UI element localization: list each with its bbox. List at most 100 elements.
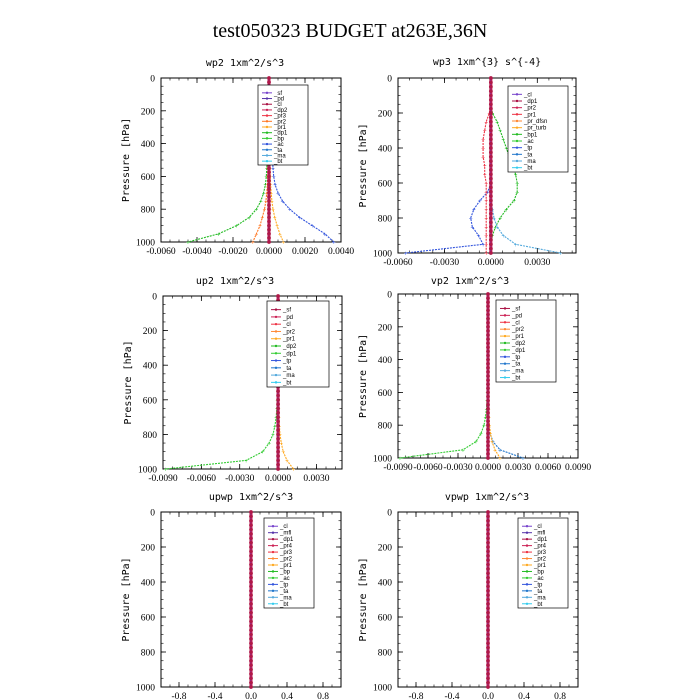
zero-profile-marker xyxy=(488,224,493,229)
x-tick-label: 0.0 xyxy=(482,692,494,700)
zero-profile-marker xyxy=(486,641,490,646)
zero-profile-marker xyxy=(267,203,271,208)
legend-marker xyxy=(265,120,269,123)
series-marker: + xyxy=(288,207,292,213)
zero-profile-marker xyxy=(249,536,253,541)
series-marker: + xyxy=(216,232,220,238)
zero-profile-marker xyxy=(486,329,490,333)
chart-panel-2: wp3 1xm^{3} s^{-4} Pressure [hPa] 0 200 400 6… xyxy=(358,57,577,268)
zero-profile-marker xyxy=(249,545,253,549)
series-marker: + xyxy=(488,431,492,437)
zero-profile-marker xyxy=(486,402,490,407)
zero-profile-marker xyxy=(488,159,493,164)
series-marker: + xyxy=(481,242,485,248)
x-tick-label: -0.4 xyxy=(444,692,459,700)
legend-entry: _cl xyxy=(282,322,291,328)
zero-profile-marker xyxy=(249,549,253,554)
x-tick-label: 0.0040 xyxy=(328,247,354,257)
zero-profile-marker xyxy=(488,154,493,159)
legend-marker xyxy=(503,327,507,331)
zero-profile-marker xyxy=(276,393,280,398)
legend-entry: _dp1 xyxy=(282,351,297,357)
zero-profile-marker xyxy=(488,242,493,247)
zero-profile-marker xyxy=(486,316,490,321)
legend-entry: _tp xyxy=(533,582,543,588)
series-marker: + xyxy=(332,240,336,246)
series-marker: + xyxy=(276,191,280,197)
zero-profile-marker xyxy=(276,423,280,428)
zero-profile-marker xyxy=(486,593,490,598)
zero-profile-marker xyxy=(486,386,490,391)
legend-entry: _sf xyxy=(273,91,282,97)
panel-title: up2 1xm^2/s^3 xyxy=(196,276,274,287)
zero-profile-marker xyxy=(267,170,271,175)
x-tick-label: -0.8 xyxy=(408,692,423,700)
zero-profile-marker xyxy=(488,146,493,150)
legend-entry: _bp1 xyxy=(523,132,538,138)
zero-profile-marker xyxy=(249,593,253,598)
legend-marker xyxy=(503,321,507,324)
zero-profile-marker xyxy=(488,207,493,212)
zero-profile-marker xyxy=(486,361,490,366)
zero-profile-marker xyxy=(488,202,493,207)
legend-entry: _cl xyxy=(523,92,532,98)
legend-marker xyxy=(265,114,269,117)
zero-profile-marker xyxy=(486,349,490,354)
series-marker: + xyxy=(476,234,480,240)
zero-profile-marker xyxy=(486,676,490,681)
zero-profile-marker xyxy=(249,566,253,571)
legend-entry: _pr1 xyxy=(511,334,525,340)
x-tick-label: 0.4 xyxy=(281,692,293,700)
zero-profile-marker xyxy=(267,215,271,220)
zero-profile-marker xyxy=(488,176,493,181)
zero-profile-marker xyxy=(488,93,493,98)
series-marker: + xyxy=(491,440,495,446)
series-marker: + xyxy=(263,183,267,189)
zero-profile-marker xyxy=(486,324,490,329)
zero-profile-marker xyxy=(249,571,253,576)
legend-marker xyxy=(503,348,507,352)
zero-profile-marker xyxy=(267,199,271,203)
legend-entry: _cl xyxy=(279,524,288,530)
zero-profile-marker xyxy=(488,216,493,220)
zero-profile-marker xyxy=(267,182,271,187)
legend-entry: _bp xyxy=(533,569,545,575)
zero-profile-marker xyxy=(486,566,490,571)
legend-entry: _dp1 xyxy=(511,348,526,354)
zero-profile-marker xyxy=(488,229,493,234)
series-marker: + xyxy=(270,199,274,205)
zero-profile-marker xyxy=(486,650,490,654)
series-marker: + xyxy=(472,207,476,213)
series-marker: + xyxy=(281,450,285,456)
zero-profile-marker xyxy=(486,378,490,382)
y-tick-label: 200 xyxy=(378,323,393,333)
zero-profile-marker xyxy=(486,584,490,589)
series-marker: + xyxy=(493,448,497,454)
legend-marker xyxy=(271,531,275,534)
zero-profile-marker xyxy=(486,523,490,528)
y-axis-label: Pressure [hPa] xyxy=(123,340,134,424)
legend-entry: _ac xyxy=(273,142,284,148)
legend-marker xyxy=(515,99,519,103)
legend-entry: _pr1 xyxy=(533,563,547,569)
x-tick-label: -0.0020 xyxy=(218,247,248,257)
zero-profile-marker xyxy=(486,292,490,296)
y-tick-label: 200 xyxy=(143,327,158,337)
legend-entry: _ma xyxy=(523,159,536,165)
y-tick-label: 1000 xyxy=(136,684,155,694)
y-tick-label: 200 xyxy=(141,544,156,554)
legend-marker xyxy=(503,369,507,372)
zero-profile-marker xyxy=(249,588,253,593)
legend-marker xyxy=(271,583,275,586)
zero-profile-marker xyxy=(488,76,493,80)
y-tick-label: 200 xyxy=(378,544,393,554)
chart-panel-6: vpwp 1xm^2/s^3 Pressure [hPa] 0 200 400 600 80… xyxy=(358,492,579,700)
y-tick-label: 400 xyxy=(378,145,393,155)
zero-profile-marker xyxy=(486,606,490,611)
series-marker: + xyxy=(186,240,190,246)
zero-profile-marker xyxy=(249,597,253,602)
series-marker: + xyxy=(247,215,251,221)
series-marker: + xyxy=(501,137,505,143)
zero-profile-marker xyxy=(486,394,490,399)
legend-marker xyxy=(274,322,278,326)
